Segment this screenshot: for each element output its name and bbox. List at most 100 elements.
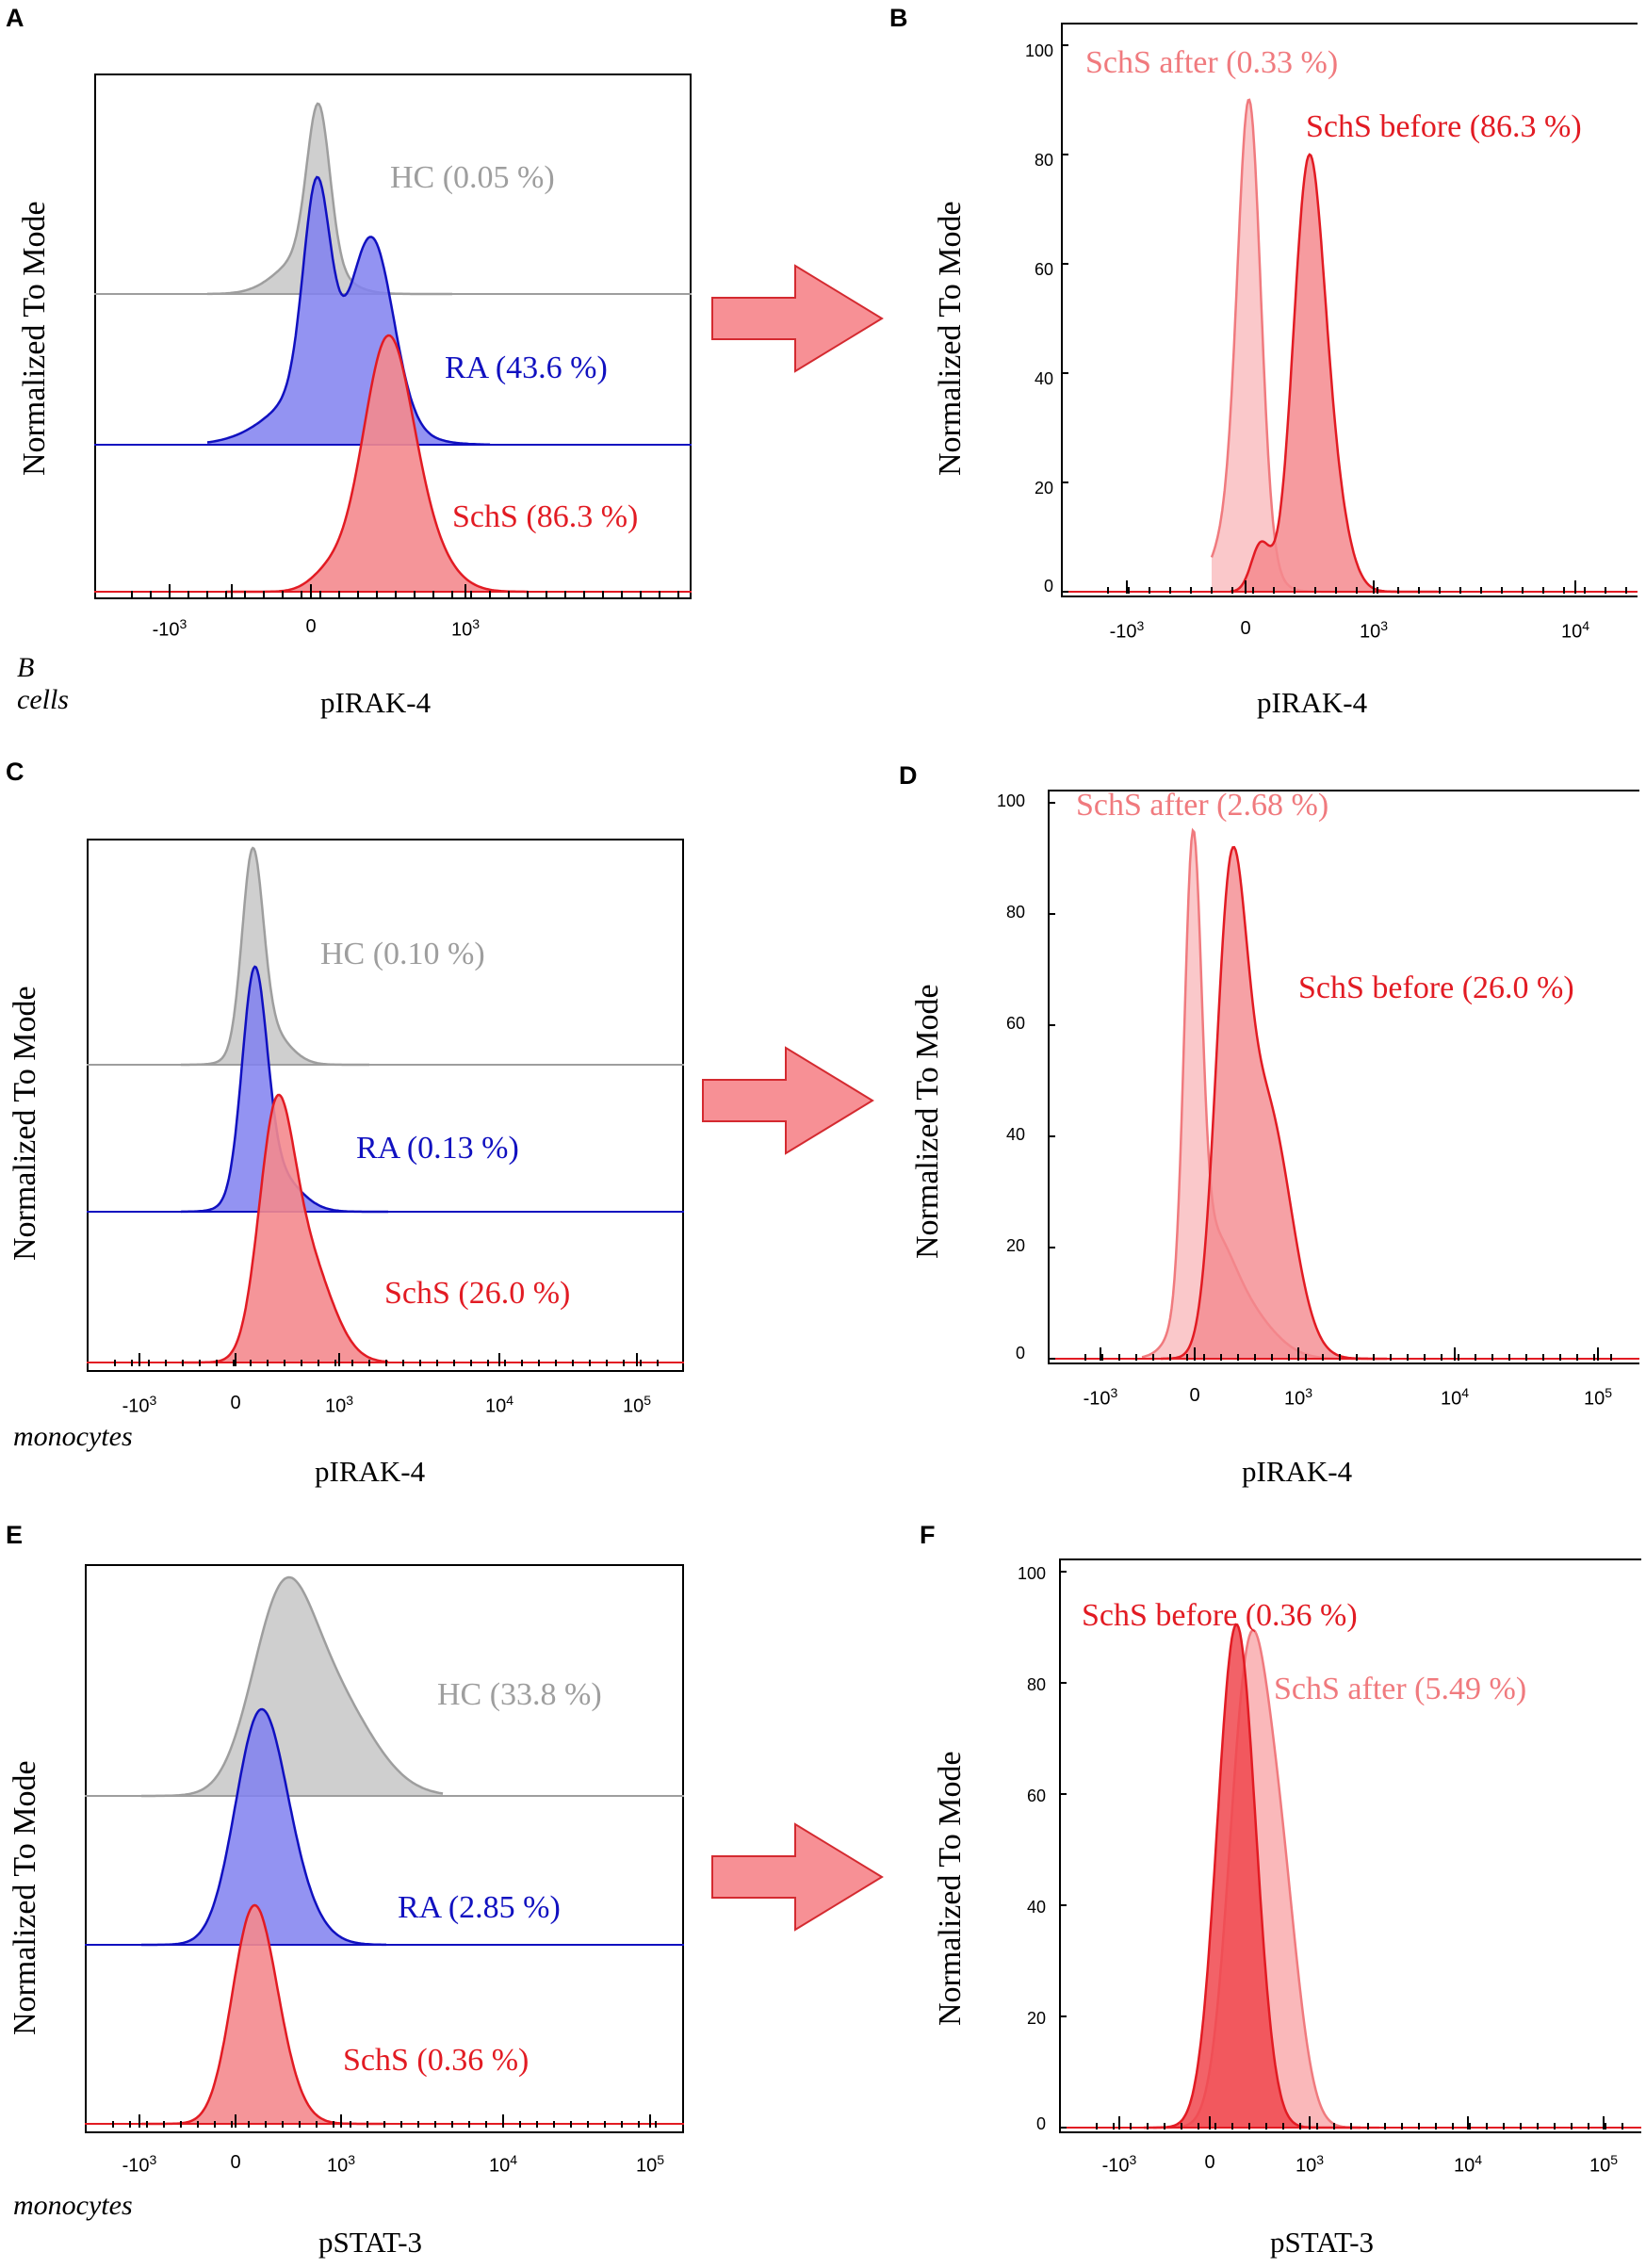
x-tick-label: 103 xyxy=(1359,618,1389,643)
panel-letter: C xyxy=(6,758,24,786)
x-axis-label: pSTAT-3 xyxy=(318,2226,423,2259)
x-tick-label: 103 xyxy=(1295,2152,1325,2177)
y-axis-label: Normalized To Mode xyxy=(8,986,42,1261)
series-hc-fill xyxy=(207,104,452,294)
x-axis-label: pIRAK-4 xyxy=(320,686,432,719)
x-tick-label: 0 xyxy=(230,1393,241,1413)
y-axis-label: Normalized To Mode xyxy=(933,201,968,476)
series-schs-fill xyxy=(181,1095,388,1362)
panel-letter: A xyxy=(6,4,24,32)
x-tick-label: -103 xyxy=(152,616,187,641)
series-schs-after-fill xyxy=(1142,830,1368,1359)
x-tick-label: 104 xyxy=(484,1393,514,1417)
series-label-schs: SchS (26.0 %) xyxy=(384,1276,571,1311)
panel-letter: B xyxy=(889,4,908,32)
y-axis-label: Normalized To Mode xyxy=(910,984,945,1259)
x-tick-label: 104 xyxy=(1440,1385,1470,1410)
y-tick-label: 100 xyxy=(996,791,1025,810)
y-tick-label: 0 xyxy=(1015,1344,1025,1362)
x-tick-label: -103 xyxy=(1083,1385,1118,1410)
x-tick-label: -103 xyxy=(122,1393,157,1417)
y-tick-label: 60 xyxy=(1034,260,1053,279)
series-hc-fill xyxy=(181,848,369,1065)
histogram-plot xyxy=(1061,44,1638,594)
y-tick-label: 80 xyxy=(1026,1675,1046,1694)
x-tick-label: 103 xyxy=(324,1393,354,1417)
series-label-ra: RA (0.13 %) xyxy=(356,1131,519,1166)
series-label-schs: SchS (0.36 %) xyxy=(343,2043,530,2078)
arrow-right-icon xyxy=(711,264,884,373)
series-ra-line xyxy=(206,175,491,447)
arrow-right-icon xyxy=(702,1046,874,1155)
series-label-schs-before: SchS before (0.36 %) xyxy=(1082,1598,1358,1633)
x-tick-label: 105 xyxy=(622,1393,652,1417)
plot-frame xyxy=(1048,790,1639,1364)
series-schs-before-fill xyxy=(1161,847,1387,1359)
x-axis-label: pIRAK-4 xyxy=(1242,1455,1353,1488)
series-ra-fill xyxy=(207,177,490,445)
y-tick-label: 0 xyxy=(1043,577,1053,596)
series-hc-line xyxy=(141,1575,444,1798)
x-tick-label: 105 xyxy=(1583,1385,1613,1410)
y-tick-label: 60 xyxy=(1005,1014,1025,1033)
panel-letter: D xyxy=(899,761,918,790)
x-tick-label: -103 xyxy=(1101,2152,1137,2177)
series-label-hc: HC (33.8 %) xyxy=(437,1677,602,1712)
x-tick-label: 104 xyxy=(1560,618,1590,643)
plot-frame xyxy=(85,1564,684,2133)
y-tick-label: 40 xyxy=(1026,1898,1046,1917)
y-tick-label: 100 xyxy=(1024,41,1053,60)
x-tick-label: 0 xyxy=(230,2152,241,2173)
series-schs-after-fill xyxy=(1153,1630,1379,2128)
y-tick-label: 20 xyxy=(1005,1236,1025,1255)
series-label-schs-after: SchS after (2.68 %) xyxy=(1076,788,1329,823)
x-tick-label: 105 xyxy=(1589,2152,1619,2177)
x-tick-label: 103 xyxy=(1283,1385,1313,1410)
x-tick-label: 103 xyxy=(326,2152,356,2177)
panel-letter: E xyxy=(6,1521,24,1549)
histogram-plot xyxy=(87,846,684,1366)
series-label-hc: HC (0.05 %) xyxy=(390,160,555,195)
y-tick-label: 100 xyxy=(1017,1564,1046,1583)
x-tick-label: 0 xyxy=(305,616,317,637)
y-tick-label: 40 xyxy=(1034,369,1053,388)
histogram-plot xyxy=(85,1575,684,2128)
series-schs-fill xyxy=(226,335,528,592)
cell-type-label: monocytes xyxy=(13,2190,133,2221)
series-label-schs-before: SchS before (86.3 %) xyxy=(1306,109,1582,144)
x-tick-label: 0 xyxy=(1189,1385,1200,1406)
y-tick-label: 60 xyxy=(1026,1787,1046,1805)
panel-letter: F xyxy=(920,1521,936,1549)
y-tick-label: 20 xyxy=(1026,2009,1046,2028)
series-ra-fill xyxy=(141,1709,386,1945)
x-tick-label: 104 xyxy=(1453,2152,1483,2177)
series-label-ra: RA (43.6 %) xyxy=(445,351,608,385)
x-axis-label: pIRAK-4 xyxy=(1257,686,1368,719)
plot-frame xyxy=(1061,23,1638,597)
series-schs-after-fill xyxy=(1212,100,1400,592)
histogram-plot xyxy=(94,102,692,597)
series-label-schs-before: SchS before (26.0 %) xyxy=(1298,971,1574,1005)
y-axis-label: Normalized To Mode xyxy=(8,1760,42,2035)
x-tick-label: 0 xyxy=(1240,618,1251,639)
x-tick-label: -103 xyxy=(1109,618,1145,643)
series-ra-line xyxy=(141,1707,386,1947)
x-axis-label: pSTAT-3 xyxy=(1270,2226,1375,2259)
series-schs-fill xyxy=(141,1905,386,2124)
series-label-schs-after: SchS after (5.49 %) xyxy=(1274,1672,1527,1706)
x-axis-label: pIRAK-4 xyxy=(315,1455,426,1488)
cell-type-label: B cells xyxy=(17,652,69,715)
series-schs-before-fill xyxy=(1144,1624,1361,2128)
plot-frame xyxy=(1059,1558,1641,2133)
series-hc-fill xyxy=(141,1577,443,1796)
histogram-plot xyxy=(1048,802,1639,1361)
y-tick-label: 80 xyxy=(1005,903,1025,922)
y-tick-label: 40 xyxy=(1005,1125,1025,1144)
histogram-plot xyxy=(1059,1571,1641,2129)
series-label-ra: RA (2.85 %) xyxy=(398,1890,561,1925)
plot-frame xyxy=(94,73,692,599)
y-tick-label: 0 xyxy=(1035,2114,1046,2133)
y-axis-label: Normalized To Mode xyxy=(933,1751,968,2026)
x-tick-label: 103 xyxy=(450,616,481,641)
series-label-hc: HC (0.10 %) xyxy=(320,937,485,971)
